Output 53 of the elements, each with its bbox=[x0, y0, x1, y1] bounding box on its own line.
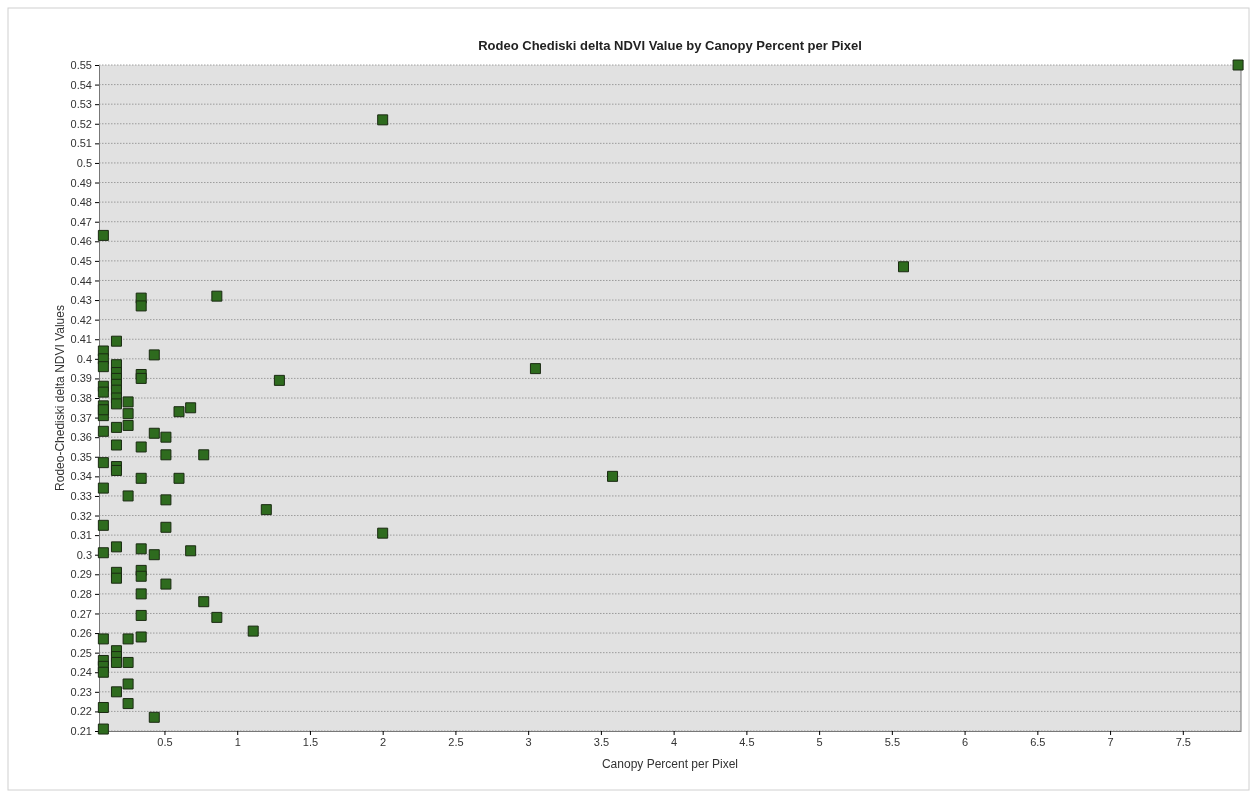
y-tick-label: 0.28 bbox=[70, 587, 92, 600]
y-tick-label: 0.22 bbox=[70, 705, 92, 718]
y-tick-label: 0.35 bbox=[70, 450, 92, 463]
y-tick-label: 0.49 bbox=[70, 176, 92, 189]
y-tick-label: 0.38 bbox=[70, 392, 92, 405]
y-tick-label: 0.24 bbox=[70, 666, 92, 679]
y-tick-label: 0.41 bbox=[70, 333, 92, 346]
x-tick-label: 7.5 bbox=[1175, 735, 1191, 748]
y-tick-label: 0.34 bbox=[70, 470, 92, 483]
y-tick-label: 0.23 bbox=[70, 685, 92, 698]
y-tick-label: 0.47 bbox=[70, 215, 92, 228]
y-tick-label: 0.37 bbox=[70, 411, 92, 424]
x-tick-label: 2 bbox=[380, 735, 387, 748]
y-tick-label: 0.27 bbox=[70, 607, 92, 620]
x-tick-label: 5 bbox=[816, 735, 823, 748]
y-tick-label: 0.25 bbox=[70, 646, 92, 659]
y-tick-label: 0.51 bbox=[70, 137, 92, 150]
y-tick-label: 0.29 bbox=[70, 568, 92, 581]
y-tick-label: 0.43 bbox=[70, 294, 92, 307]
y-tick-label: 0.48 bbox=[70, 196, 92, 209]
y-axis-title: Rodeo-Chediski delta NDVI Values bbox=[53, 305, 67, 491]
y-tick-label: 0.3 bbox=[76, 548, 92, 561]
y-tick-label: 0.36 bbox=[70, 431, 92, 444]
y-tick-label: 0.44 bbox=[70, 274, 92, 287]
x-tick-label: 4.5 bbox=[739, 735, 755, 748]
x-tick-label: 0.5 bbox=[157, 735, 173, 748]
y-tick-label: 0.53 bbox=[70, 98, 92, 111]
x-tick-label: 6 bbox=[962, 735, 969, 748]
y-tick-label: 0.26 bbox=[70, 627, 92, 640]
y-tick-label: 0.31 bbox=[70, 529, 92, 542]
y-tick-label: 0.54 bbox=[70, 78, 92, 91]
x-tick-label: 1 bbox=[234, 735, 241, 748]
y-tick-label: 0.52 bbox=[70, 117, 92, 130]
y-tick-label: 0.5 bbox=[76, 156, 92, 169]
x-tick-label: 6.5 bbox=[1030, 735, 1046, 748]
x-tick-label: 3 bbox=[525, 735, 532, 748]
y-tick-label: 0.55 bbox=[70, 59, 92, 72]
x-tick-label: 4 bbox=[671, 735, 678, 748]
chart-title: Rodeo Chediski delta NDVI Value by Canopy Percent per Pixel bbox=[478, 38, 862, 53]
x-tick-label: 5.5 bbox=[884, 735, 900, 748]
y-tick-label: 0.42 bbox=[70, 313, 92, 326]
y-tick-label: 0.32 bbox=[70, 509, 92, 522]
x-tick-label: 7 bbox=[1107, 735, 1114, 748]
x-tick-label: 2.5 bbox=[448, 735, 464, 748]
x-tick-label: 3.5 bbox=[593, 735, 610, 748]
y-tick-label: 0.33 bbox=[70, 489, 92, 502]
y-tick-label: 0.21 bbox=[70, 725, 92, 738]
y-tick-label: 0.4 bbox=[76, 352, 92, 365]
x-axis-title: Canopy Percent per Pixel bbox=[601, 757, 739, 771]
y-tick-label: 0.46 bbox=[70, 235, 92, 248]
y-tick-label: 0.45 bbox=[70, 254, 92, 267]
x-tick-label: 1.5 bbox=[302, 735, 319, 748]
y-tick-label: 0.39 bbox=[70, 372, 92, 385]
